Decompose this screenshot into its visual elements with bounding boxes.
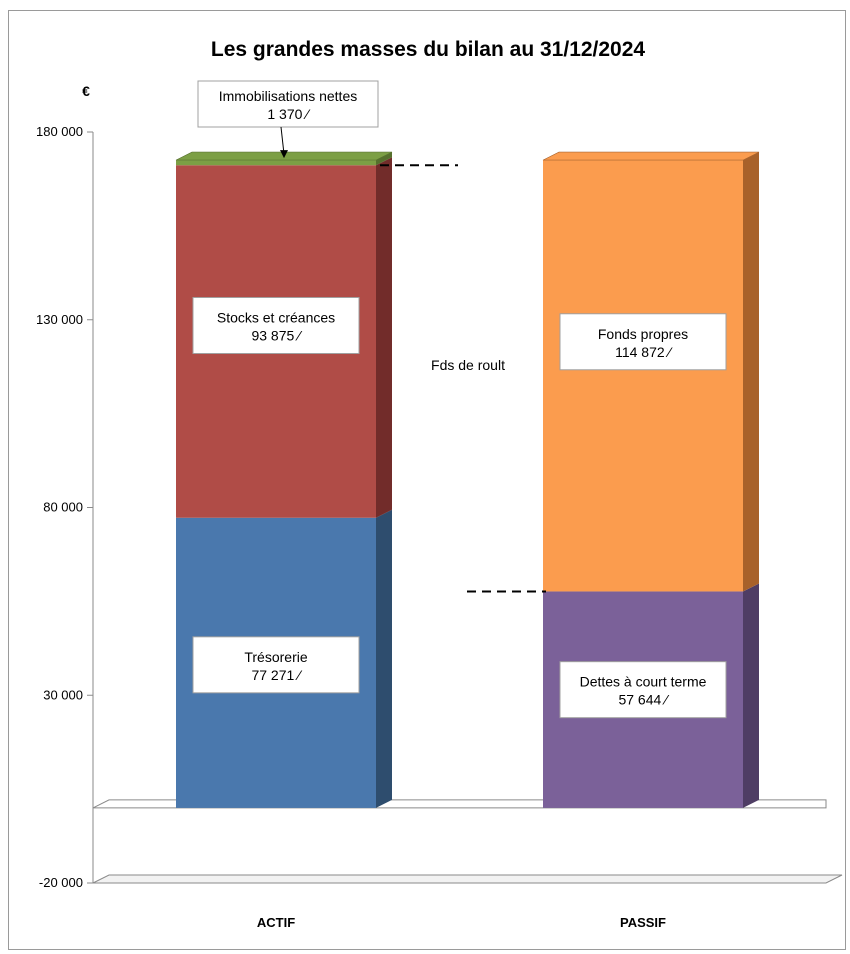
data-labels: Trésorerie 77 271 ⁄ Stocks et créances 93 8… — [192, 80, 727, 719]
bar-segment — [542, 151, 760, 592]
bar-front — [543, 160, 743, 592]
chart-title: Les grandes masses du bilan au 31/12/202… — [211, 38, 646, 61]
bar-side — [743, 152, 759, 592]
data-label-box: Fonds propres 114 872 ⁄ — [559, 313, 727, 371]
bar-side — [376, 152, 392, 166]
data-label-value: 57 644 ⁄ — [618, 692, 670, 708]
label-box — [192, 636, 360, 694]
unit-label: € — [82, 83, 90, 99]
data-label-name: Stocks et créances — [217, 309, 335, 325]
bar-front — [176, 160, 376, 166]
pointer-arrowhead — [280, 150, 288, 159]
y-tick-label: -20 000 — [39, 875, 83, 890]
chart-floor — [92, 799, 843, 884]
label-box — [559, 313, 727, 371]
bar-side — [376, 157, 392, 518]
data-label-name: Trésorerie — [244, 649, 307, 665]
data-label-box: Immobilisations nettes 1 370 ⁄ — [197, 80, 379, 128]
annotation-text: Fds de roult — [431, 357, 505, 373]
data-label-value: 77 271 ⁄ — [251, 667, 303, 683]
data-label-box: Dettes à court terme 57 644 ⁄ — [559, 661, 727, 719]
y-tick-label: 80 000 — [43, 500, 83, 515]
data-label-box: Stocks et créances 93 875 ⁄ — [192, 296, 360, 354]
bar-top — [542, 151, 760, 161]
label-box — [559, 661, 727, 719]
label-box — [197, 80, 379, 128]
y-tick-label: 180 000 — [36, 124, 83, 139]
x-category-label: ACTIF — [257, 915, 295, 930]
data-label-name: Fonds propres — [598, 326, 688, 342]
data-label-value: 93 875 ⁄ — [251, 327, 303, 343]
bar-side — [376, 509, 392, 808]
y-tick-label: 30 000 — [43, 687, 83, 702]
bar-side — [743, 583, 759, 808]
data-label-name: Dettes à court terme — [580, 674, 707, 690]
floor-plane — [92, 874, 843, 884]
annotations: Fds de roult — [380, 164, 546, 593]
data-label-value: 1 370 ⁄ — [267, 106, 311, 122]
y-axis: -20 000 30 000 80 000 130 000 180 000 ACTIF PA… — [36, 124, 666, 930]
pointer-arrow — [280, 126, 285, 155]
data-label-name: Immobilisations nettes — [219, 88, 358, 104]
data-label-value: 114 872 ⁄ — [615, 344, 673, 360]
y-tick-label: 130 000 — [36, 312, 83, 327]
data-label-box: Trésorerie 77 271 ⁄ — [192, 636, 360, 694]
x-category-label: PASSIF — [620, 915, 666, 930]
label-box — [192, 296, 360, 354]
